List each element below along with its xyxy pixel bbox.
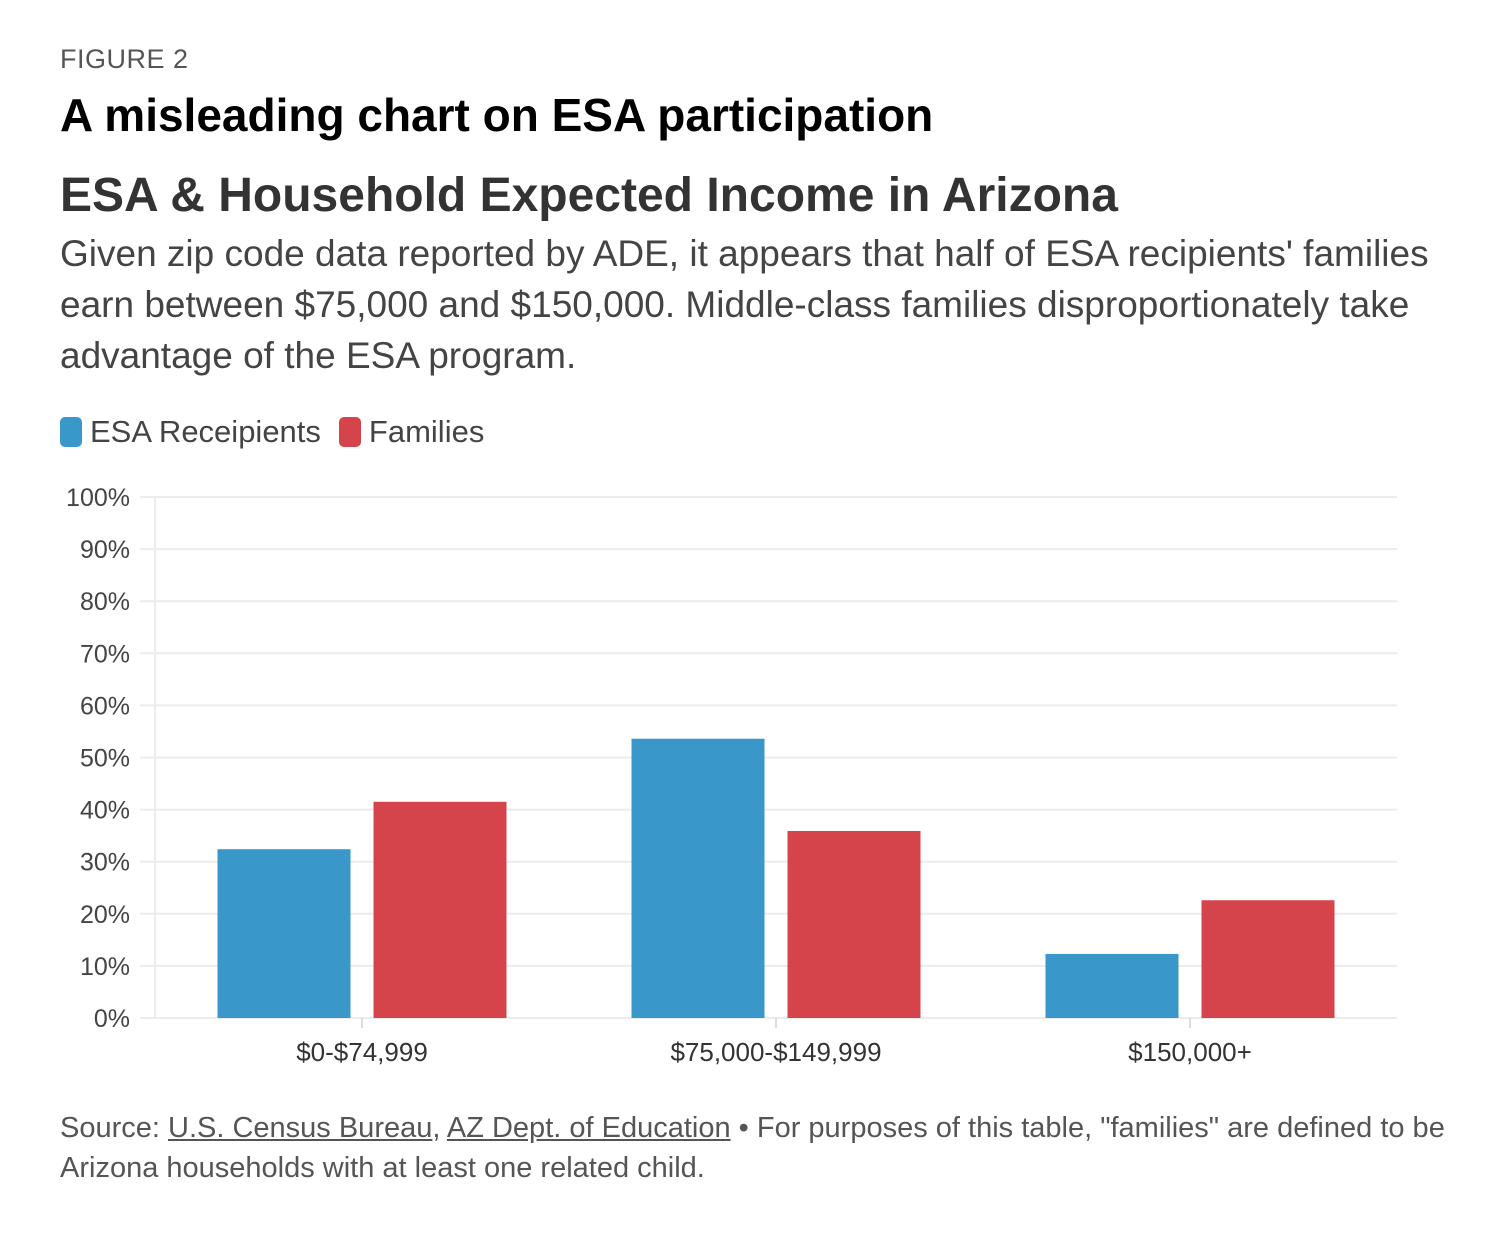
chart-subtitle: Given zip code data reported by ADE, it …: [60, 233, 1429, 376]
source-link-ade[interactable]: AZ Dept. of Education: [446, 1112, 731, 1144]
bar-chart: 0% 10% 20% 30% 40% 50% 60% 70% 80% 90% 100% $0-$74,…: [66, 484, 1397, 1067]
legend-label: ESA Receipients: [90, 414, 321, 449]
source-note: Source: U.S. Census Bureau, AZ Dept. of …: [60, 1108, 1460, 1188]
bar-esa: [631, 738, 765, 1018]
figure-label: FIGURE 2: [60, 44, 189, 74]
legend-swatch: [60, 417, 82, 447]
x-tick-label: $75,000-$149,999: [670, 1037, 881, 1067]
legend-item-esa: ESA Receipients: [60, 414, 321, 450]
legend-swatch: [338, 417, 361, 447]
bar-esa: [217, 849, 351, 1018]
bar-families: [787, 830, 921, 1018]
legend-item-families: Families: [338, 414, 485, 450]
x-tick-label: $150,000+: [1128, 1037, 1252, 1067]
y-tick-label: 50%: [80, 745, 130, 773]
bar-families: [373, 801, 507, 1018]
bar-esa: [1045, 953, 1179, 1018]
y-tick-label: 30%: [80, 849, 130, 877]
y-tick-label: 60%: [80, 692, 130, 720]
chart-title: ESA & Household Expected Income in Arizo…: [60, 169, 1118, 222]
y-tick-label: 90%: [80, 536, 130, 564]
legend: ESA Receipients Families: [60, 414, 502, 450]
y-tick-label: 0%: [94, 1005, 130, 1033]
source-prefix: Source:: [60, 1112, 168, 1144]
y-tick-label: 70%: [80, 640, 130, 668]
x-tick-label: $0-$74,999: [296, 1037, 428, 1067]
y-tick-label: 80%: [80, 588, 130, 616]
source-text: • For purposes of this table, "families"…: [60, 1112, 1445, 1184]
y-tick-label: 20%: [80, 901, 130, 929]
heading: A misleading chart on ESA participation: [60, 89, 934, 141]
source-sep: ,: [432, 1112, 447, 1144]
y-tick-label: 40%: [80, 797, 130, 825]
bar-families: [1201, 900, 1335, 1018]
source-link-census[interactable]: U.S. Census Bureau: [168, 1112, 433, 1144]
y-tick-label: 100%: [66, 484, 130, 512]
y-tick-label: 10%: [80, 953, 130, 981]
legend-label: Families: [368, 414, 485, 449]
